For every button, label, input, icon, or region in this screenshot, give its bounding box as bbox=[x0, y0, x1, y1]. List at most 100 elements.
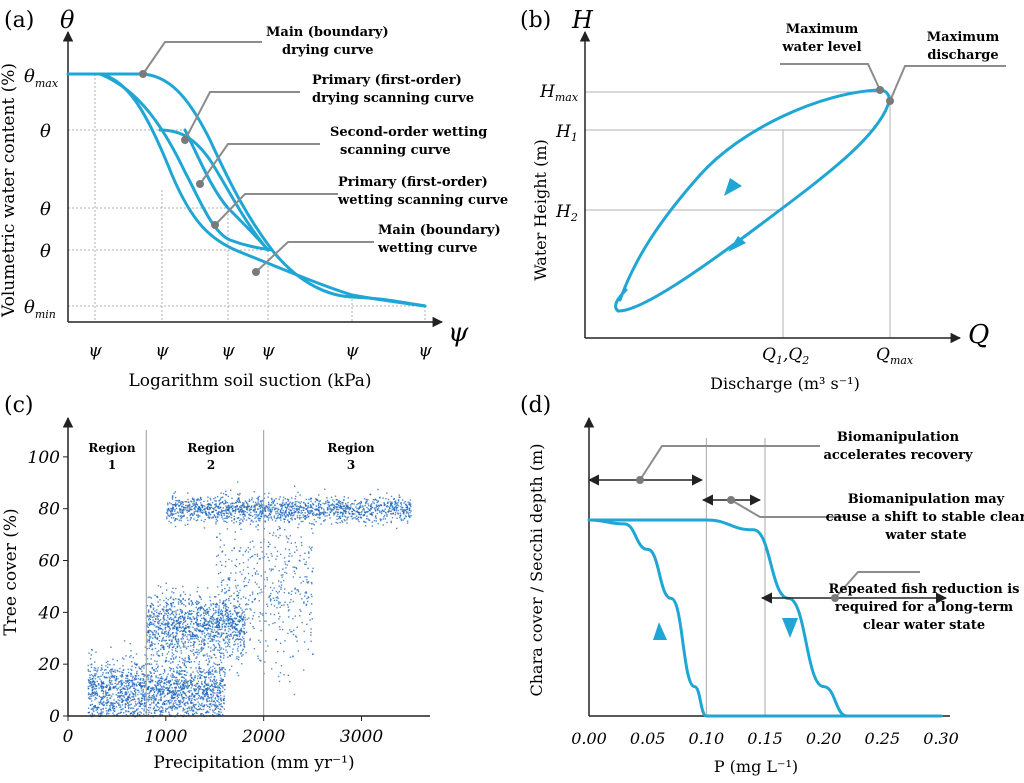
scatter-point bbox=[143, 705, 145, 707]
scatter-point bbox=[175, 598, 177, 600]
scatter-point bbox=[386, 502, 389, 504]
scatter-point bbox=[170, 604, 172, 606]
scatter-point bbox=[288, 508, 290, 510]
scatter-point bbox=[191, 610, 193, 612]
scatter-point bbox=[343, 515, 346, 517]
a-annot-2-line2: drying scanning curve bbox=[312, 91, 474, 106]
scatter-point bbox=[178, 690, 180, 692]
scatter-point bbox=[106, 697, 108, 699]
scatter-point bbox=[118, 695, 121, 697]
scatter-point bbox=[321, 508, 323, 510]
scatter-point bbox=[175, 666, 178, 668]
b-point-max-level bbox=[876, 86, 884, 94]
scatter-point bbox=[208, 622, 210, 624]
scatter-point bbox=[209, 680, 212, 682]
scatter-point bbox=[165, 606, 168, 608]
scatter-point bbox=[233, 515, 235, 518]
scatter-point bbox=[370, 513, 372, 515]
scatter-point bbox=[360, 517, 363, 519]
scatter-point bbox=[251, 591, 254, 593]
scatter-point bbox=[201, 506, 204, 509]
scatter-point bbox=[221, 590, 223, 593]
scatter-point bbox=[156, 688, 158, 690]
a-xtick-6: ψ bbox=[418, 341, 432, 361]
scatter-point bbox=[163, 682, 165, 685]
scatter-point bbox=[106, 676, 108, 679]
scatter-point bbox=[205, 514, 207, 516]
scatter-point bbox=[253, 509, 255, 511]
scatter-point bbox=[276, 607, 278, 609]
scatter-point bbox=[174, 708, 176, 710]
scatter-point bbox=[168, 690, 170, 693]
scatter-point bbox=[153, 620, 156, 623]
scatter-point bbox=[200, 648, 202, 650]
scatter-point bbox=[288, 592, 290, 594]
scatter-point bbox=[178, 613, 181, 615]
scatter-point bbox=[361, 511, 363, 513]
scatter-point bbox=[125, 682, 127, 684]
scatter-point bbox=[112, 687, 114, 689]
scatter-point bbox=[184, 685, 187, 687]
scatter-point bbox=[339, 517, 342, 520]
scatter-point bbox=[223, 514, 225, 516]
scatter-point bbox=[155, 626, 157, 628]
scatter-point bbox=[173, 517, 175, 519]
scatter-point bbox=[215, 681, 217, 683]
scatter-point bbox=[138, 714, 141, 716]
scatter-point bbox=[254, 514, 256, 516]
scatter-point bbox=[228, 617, 230, 620]
scatter-point bbox=[214, 705, 216, 707]
scatter-point bbox=[208, 633, 210, 635]
scatter-point bbox=[252, 615, 254, 617]
scatter-point bbox=[95, 697, 98, 700]
scatter-point bbox=[134, 677, 136, 680]
scatter-point bbox=[197, 690, 200, 692]
scatter-point bbox=[228, 641, 231, 644]
scatter-point bbox=[160, 692, 162, 694]
scatter-point bbox=[95, 687, 98, 690]
scatter-point bbox=[318, 511, 321, 513]
scatter-point bbox=[160, 586, 162, 588]
scatter-point bbox=[162, 711, 164, 713]
scatter-point bbox=[308, 551, 310, 553]
scatter-point bbox=[374, 508, 376, 510]
scatter-point bbox=[154, 643, 156, 645]
scatter-point bbox=[338, 517, 340, 520]
scatter-point bbox=[221, 628, 223, 630]
scatter-point bbox=[409, 502, 411, 504]
scatter-point bbox=[335, 521, 337, 524]
scatter-point bbox=[133, 683, 136, 685]
scatter-point bbox=[190, 513, 192, 515]
scatter-point bbox=[223, 622, 225, 624]
scatter-point bbox=[121, 675, 124, 678]
scatter-point bbox=[204, 680, 206, 682]
scatter-point bbox=[177, 641, 179, 643]
scatter-point bbox=[168, 706, 170, 708]
scatter-point bbox=[196, 617, 198, 619]
scatter-point bbox=[216, 671, 218, 673]
scatter-point bbox=[373, 502, 375, 504]
scatter-point bbox=[280, 515, 282, 517]
scatter-point bbox=[212, 516, 214, 518]
scatter-point bbox=[180, 514, 182, 517]
scatter-point bbox=[198, 649, 200, 651]
scatter-point bbox=[306, 600, 309, 603]
scatter-point bbox=[190, 645, 192, 647]
scatter-point bbox=[244, 623, 246, 625]
scatter-point bbox=[171, 496, 174, 499]
scatter-point bbox=[156, 625, 158, 628]
scatter-point bbox=[253, 506, 255, 508]
scatter-point bbox=[182, 591, 185, 593]
scatter-point bbox=[229, 645, 231, 648]
scatter-point bbox=[190, 636, 192, 638]
scatter-point bbox=[193, 646, 195, 648]
scatter-point bbox=[158, 702, 160, 705]
scatter-point bbox=[229, 621, 232, 623]
scatter-point bbox=[308, 552, 310, 554]
scatter-point bbox=[159, 683, 161, 685]
scatter-point bbox=[87, 670, 90, 672]
scatter-point bbox=[218, 607, 220, 609]
scatter-point bbox=[384, 518, 386, 520]
scatter-point bbox=[306, 623, 308, 625]
scatter-point bbox=[100, 701, 102, 703]
